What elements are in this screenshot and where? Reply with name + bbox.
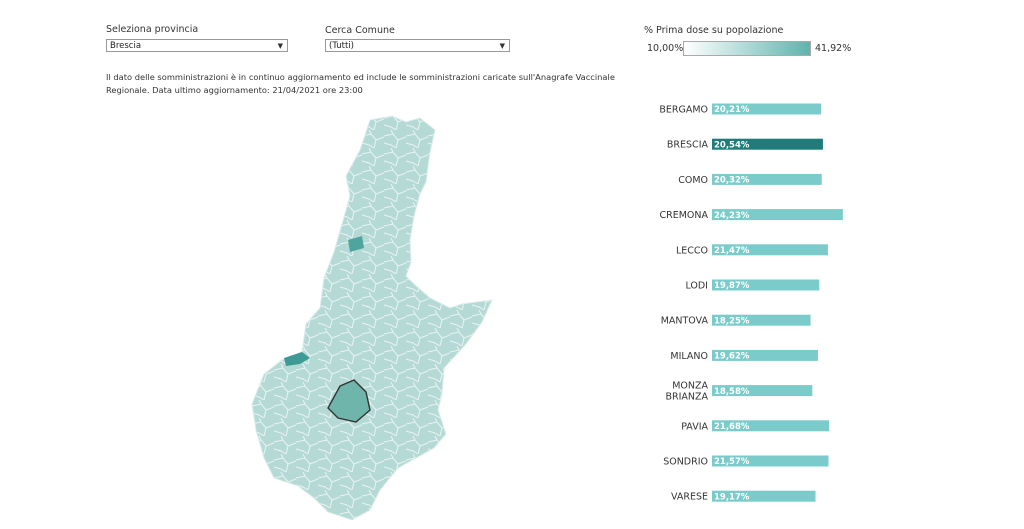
northern-region [348,236,364,252]
bar-category-label: COMO [678,175,708,186]
province-select-value: Brescia [110,41,142,51]
bar-value-label: 18,25% [714,316,750,326]
bar-category-label: CREMONA [659,210,708,221]
province-select[interactable]: Brescia ▼ [106,39,288,52]
bar-value-label: 21,47% [714,246,750,256]
bar-value-label: 21,68% [714,422,750,432]
bar-cremona[interactable] [712,209,843,221]
bar-value-label: 19,17% [714,492,750,502]
bar-value-label: 20,21% [714,105,750,115]
bar-lecco[interactable] [712,244,828,256]
bar-category-label: MONZA [672,381,708,392]
bar-value-label: 20,32% [714,176,750,186]
bar-category-label: MILANO [670,351,708,362]
comune-label: Cerca Comune [325,25,395,36]
legend-max: 41,92% [815,43,852,54]
bar-monza-brianza[interactable] [712,385,813,397]
legend-gradient-bar [683,41,811,56]
bar-como[interactable] [712,173,822,185]
province-bar-chart: BERGAMO 20,21% BRESCIA 20,54% COMO 20,32% CREM… [659,103,843,503]
bar-lodi[interactable] [712,279,820,291]
comune-select[interactable]: (Tutti) ▼ [325,39,510,52]
bar-category-label: SONDRIO [663,457,708,468]
selected-comune-outline[interactable] [327,379,371,423]
legend-title: % Prima dose su popolazione [644,25,784,36]
bar-category-label: VARESE [671,492,708,503]
bar-value-label: 24,23% [714,211,750,221]
bar-value-label: 19,87% [714,281,750,291]
lake-shore-region [284,352,310,366]
bar-bergamo[interactable] [712,103,822,115]
comune-select-value: (Tutti) [329,41,354,51]
bar-category-label: MANTOVA [661,316,709,327]
bar-value-label: 20,54% [714,140,750,150]
bar-sondrio[interactable] [712,455,829,467]
legend-min: 10,00% [647,43,684,54]
lombardy-map[interactable] [230,112,500,522]
bar-mantova[interactable] [712,314,811,326]
bar-brescia[interactable] [712,138,823,150]
bar-pavia[interactable] [712,420,830,432]
bar-category-label: PAVIA [681,421,708,432]
lombardy-outline [251,115,493,521]
bar-value-label: 18,58% [714,387,750,397]
bar-milano[interactable] [712,349,818,361]
bar-category-label: LECCO [676,245,708,256]
bar-value-label: 19,62% [714,352,750,362]
bar-category-label: LODI [685,281,708,292]
bar-category-label: BRIANZA [665,392,708,403]
dropdown-arrow-icon: ▼ [499,42,505,50]
bar-varese[interactable] [712,490,816,502]
bar-category-label: BERGAMO [659,105,708,116]
province-label: Seleziona provincia [106,24,199,35]
dropdown-arrow-icon: ▼ [277,42,283,50]
update-note: Il dato delle somministrazioni è in cont… [106,72,615,95]
bar-value-label: 21,57% [714,457,750,467]
bar-category-label: BRESCIA [667,140,709,151]
